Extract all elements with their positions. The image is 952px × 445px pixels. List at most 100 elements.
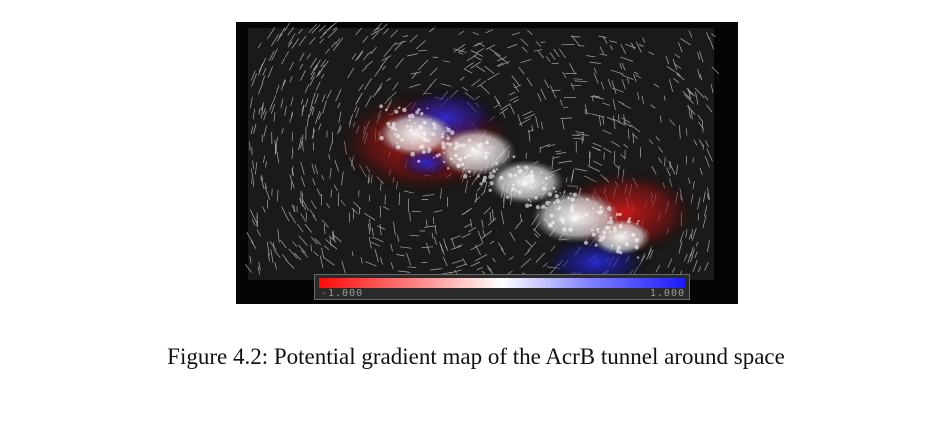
field-line [520, 38, 529, 46]
surface-speckle [626, 228, 628, 230]
field-line [560, 99, 563, 107]
surface-speckle [454, 141, 459, 146]
field-line [281, 58, 286, 65]
field-line [318, 112, 322, 120]
surface-speckle [518, 191, 522, 195]
field-line [300, 213, 307, 223]
field-line [638, 44, 644, 47]
field-line [300, 98, 304, 105]
field-line [336, 37, 344, 47]
field-line [534, 233, 539, 238]
field-line [684, 94, 694, 104]
field-line [310, 71, 316, 80]
field-line [478, 42, 486, 47]
surface-speckle [446, 127, 451, 132]
field-line [380, 56, 389, 68]
field-line [633, 74, 637, 83]
field-line [528, 129, 534, 133]
field-line [304, 223, 312, 233]
field-line [468, 226, 477, 233]
field-line [470, 61, 481, 69]
field-line [641, 95, 645, 104]
surface-speckle [512, 155, 516, 159]
surface-speckle [605, 225, 610, 230]
field-line [362, 36, 369, 43]
surface-speckle [527, 198, 530, 201]
field-line [497, 60, 510, 68]
field-line [309, 76, 315, 86]
surface-speckle [414, 122, 416, 124]
surface-speckle [598, 239, 601, 242]
field-line [690, 110, 693, 120]
field-line [328, 235, 337, 243]
field-line [300, 140, 303, 149]
field-line [288, 62, 294, 71]
field-line [584, 104, 588, 114]
field-line [494, 53, 505, 61]
field-line [264, 182, 268, 189]
surface-speckle [544, 183, 547, 186]
field-line [503, 59, 509, 65]
field-line [599, 46, 605, 55]
field-line [507, 44, 518, 49]
surface-speckle [484, 151, 488, 155]
field-line [328, 154, 331, 160]
field-line [272, 95, 277, 102]
field-line [302, 140, 304, 152]
field-line [687, 252, 692, 264]
field-line [509, 103, 515, 115]
field-line [322, 100, 327, 114]
field-line [368, 236, 372, 249]
field-line [455, 263, 468, 268]
field-line [326, 89, 332, 99]
field-line [671, 267, 676, 273]
field-line [382, 65, 386, 71]
surface-speckle [595, 218, 598, 220]
field-line [602, 102, 611, 106]
surface-speckle [489, 181, 494, 186]
field-line [489, 240, 495, 245]
field-line [300, 250, 309, 258]
field-line [262, 107, 266, 115]
surface-speckle [469, 175, 471, 178]
field-line [609, 40, 617, 43]
field-line [298, 35, 307, 46]
surface-speckle [388, 125, 391, 128]
field-line [276, 33, 283, 42]
field-line [666, 167, 671, 177]
field-line [619, 63, 623, 70]
field-line [358, 190, 360, 197]
field-line [527, 29, 533, 35]
surface-speckle [389, 113, 391, 115]
field-line [648, 139, 654, 145]
field-line [703, 191, 706, 203]
field-line [535, 41, 541, 47]
field-line [271, 48, 278, 61]
field-line [685, 155, 688, 165]
field-line [509, 91, 516, 96]
field-line [329, 168, 332, 179]
field-line [480, 84, 487, 91]
field-line [556, 152, 567, 155]
field-line [280, 79, 286, 91]
field-line [593, 67, 597, 74]
field-line [688, 233, 692, 240]
surface-speckle [634, 238, 639, 243]
surface-speckle [455, 154, 459, 158]
field-line [308, 105, 314, 118]
surface-speckle [607, 206, 612, 211]
field-line [272, 242, 275, 249]
surface-speckle [621, 222, 623, 224]
field-line [453, 43, 466, 53]
field-line [688, 30, 693, 38]
surface-speckle [628, 217, 631, 220]
surface-speckle [636, 222, 639, 225]
field-line [402, 35, 409, 38]
field-line [319, 31, 327, 39]
field-line [315, 81, 321, 91]
field-line [305, 98, 309, 108]
field-line [663, 95, 666, 101]
field-line [309, 209, 315, 217]
surface-speckle [443, 152, 445, 154]
field-line [585, 112, 591, 115]
